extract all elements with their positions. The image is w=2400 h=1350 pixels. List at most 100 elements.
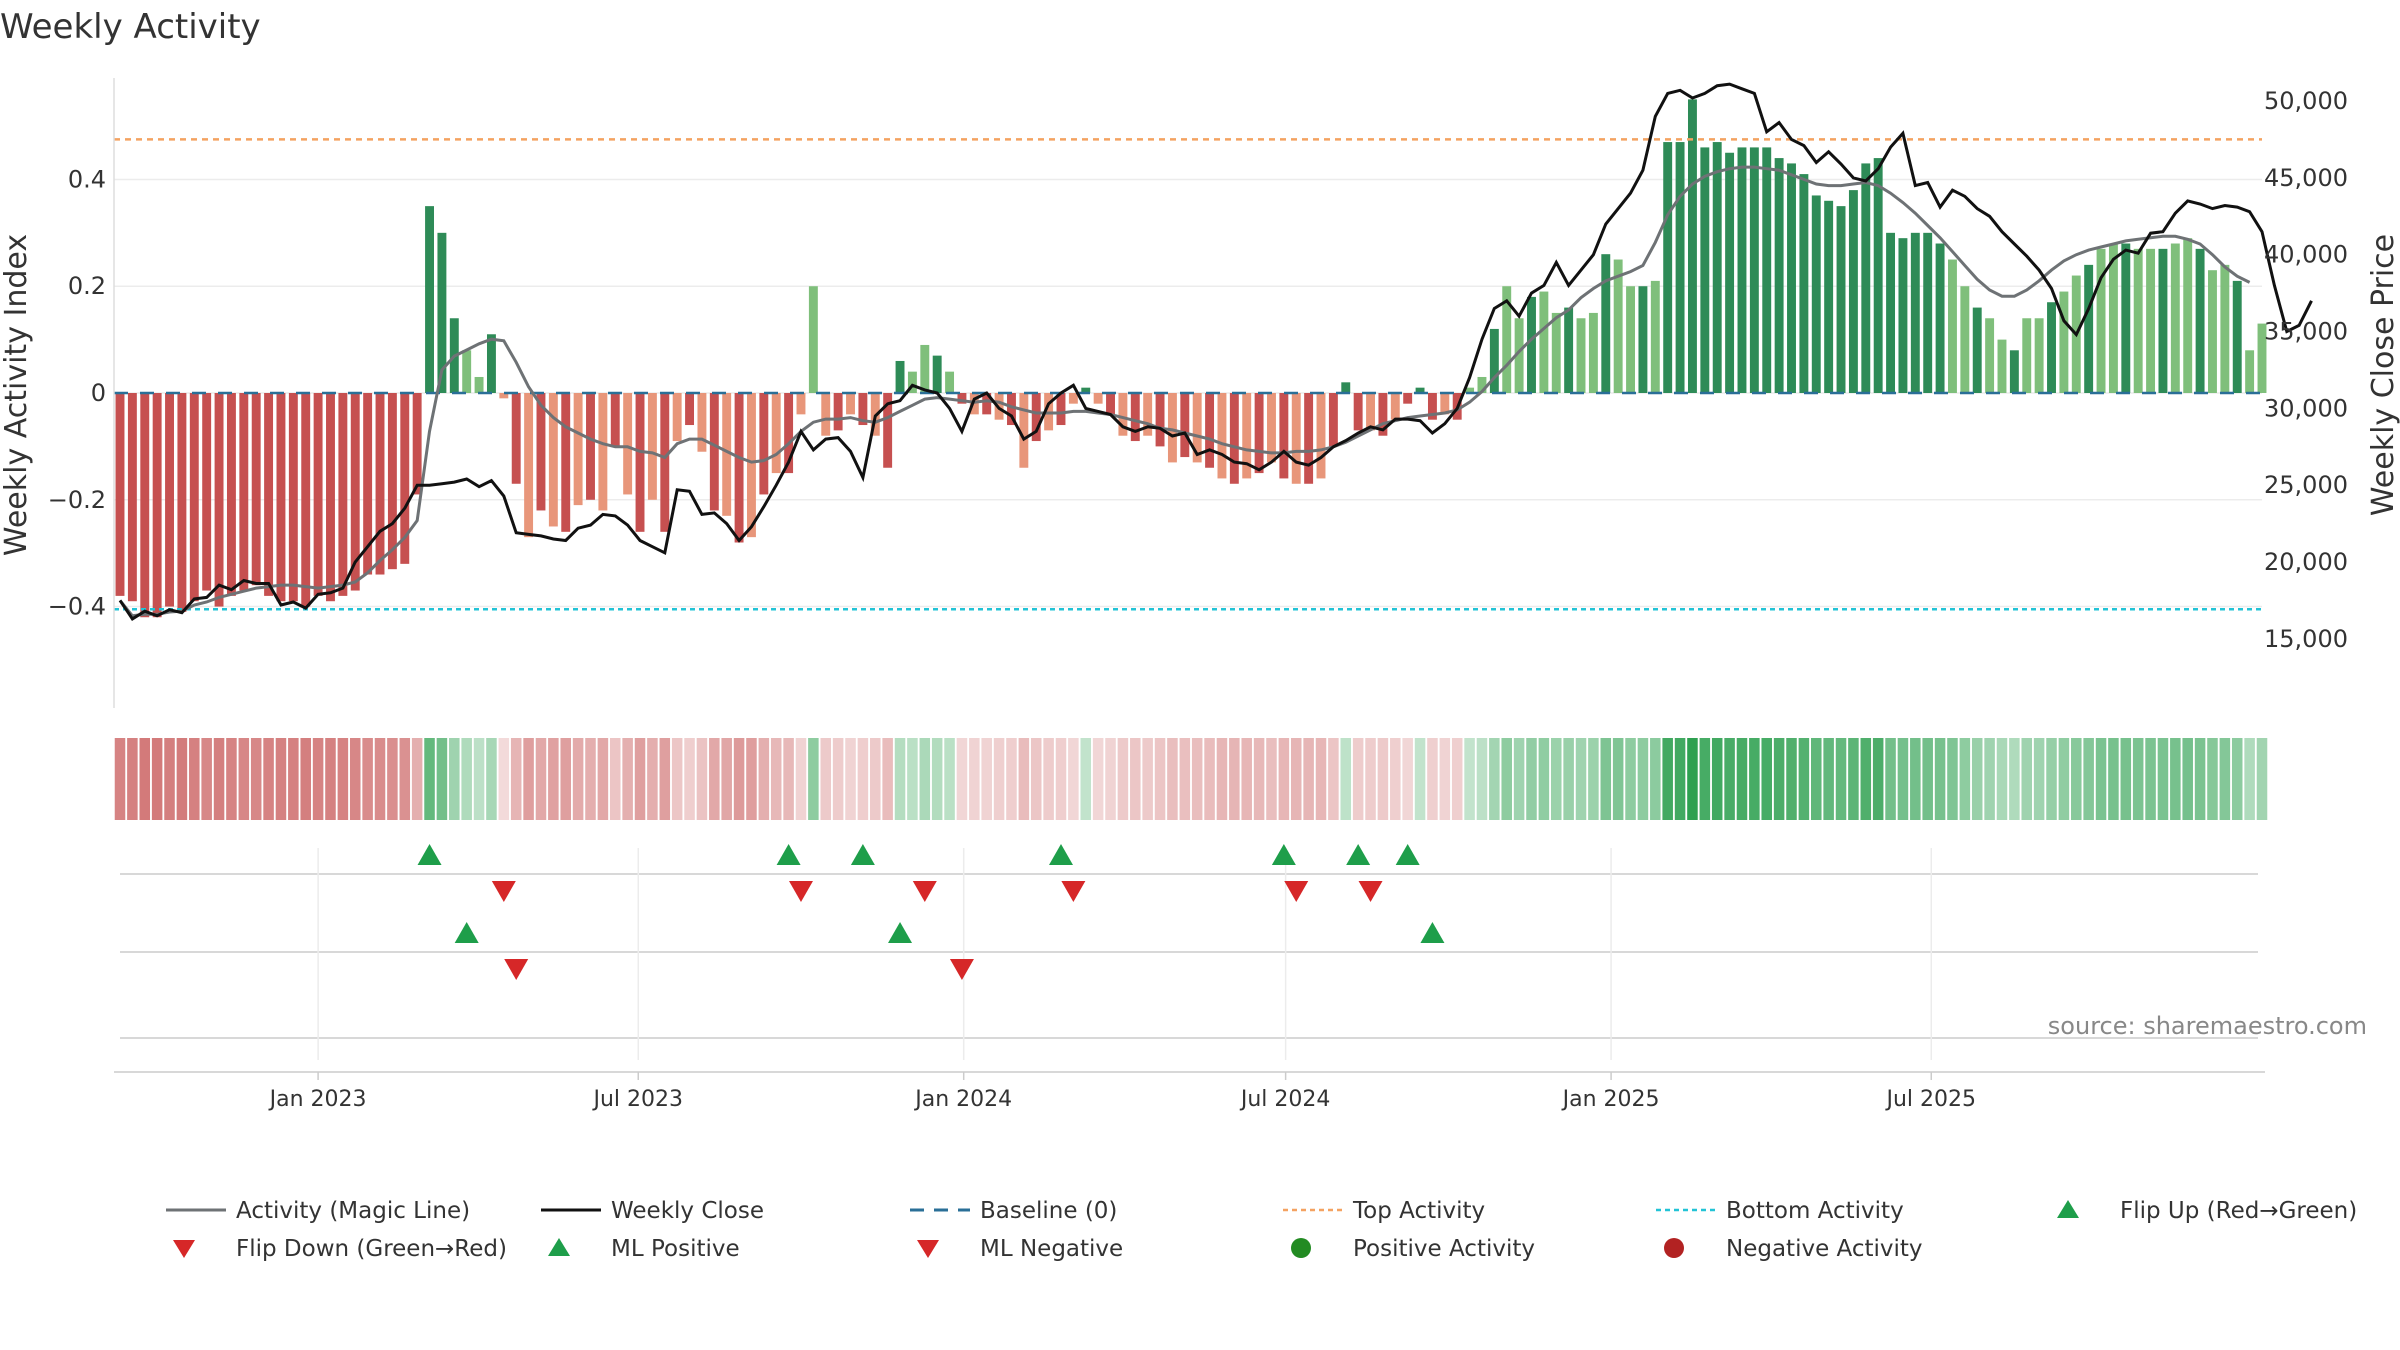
legend-item-baseline: Baseline (0) [910, 1198, 1117, 1224]
heat-strip-cell [1526, 738, 1537, 820]
activity-bar [2034, 318, 2044, 393]
heat-strip-cell [1476, 738, 1488, 820]
legend-label: Activity (Magic Line) [236, 1198, 470, 1224]
heat-strip-cell [275, 738, 287, 820]
heat-strip-cell [894, 738, 906, 820]
heat-strip-cell [1266, 738, 1277, 820]
x-tick-label: Jul 2024 [1239, 1087, 1331, 1112]
activity-bar [920, 344, 930, 393]
activity-bar [2183, 238, 2193, 393]
heat-strip-cell [1934, 738, 1946, 820]
activity-bar [1415, 387, 1425, 393]
heat-strip-cell [2009, 738, 2020, 820]
activity-bar [1378, 393, 1388, 436]
activity-bar [437, 232, 447, 393]
activity-bar [1687, 99, 1697, 394]
activity-bar [152, 393, 162, 618]
activity-bar [561, 393, 571, 532]
heat-strip-cell [1006, 738, 1017, 820]
activity-bar [2208, 270, 2217, 393]
activity-bar [2146, 248, 2156, 393]
x-tick-label: Jul 2025 [1884, 1087, 1976, 1112]
heat-strip-cell [1761, 738, 1773, 820]
heat-strip-cell [1080, 738, 1092, 820]
heat-strip-cell [1117, 738, 1129, 820]
activity-bar [1737, 147, 1747, 393]
activity-bar [2170, 243, 2180, 393]
heat-strip-cell [1674, 738, 1686, 820]
activity-bar [1514, 318, 1524, 393]
heat-strip-cell [622, 738, 633, 820]
heat-strip-cell [832, 738, 844, 820]
heat-strip-cell [1699, 738, 1711, 820]
flip-up-marker [1395, 844, 1420, 865]
activity-bars [115, 99, 2267, 618]
heat-strip-cell [498, 738, 510, 820]
reference-lines [114, 138, 2262, 611]
heat-strip-cell [1253, 738, 1265, 820]
y-left-tick-label: −0.4 [48, 593, 106, 621]
heat-strip-cell [1786, 738, 1797, 820]
activity-bar [1106, 393, 1115, 415]
heat-strip-cell [684, 738, 695, 820]
legend-swatch [548, 1238, 570, 1256]
y-left-tick-label: −0.2 [48, 486, 106, 514]
y-right-axis-label: Weekly Close Price [2366, 234, 2400, 516]
activity-bar [1985, 318, 1995, 393]
heat-strip-cell [461, 738, 472, 820]
activity-bar [1935, 243, 1945, 393]
activity-bar [1366, 393, 1375, 431]
legend-item-close: Weekly Close [541, 1198, 764, 1224]
heat-strip-cell [1835, 738, 1847, 820]
heat-strip-cell [907, 738, 918, 820]
y-right-tick-label: 20,000 [2264, 548, 2348, 576]
activity-bar [499, 393, 509, 399]
activity-bar [1972, 307, 1982, 393]
heat-strip-cell [2132, 738, 2144, 820]
heat-strip-cell [424, 738, 435, 820]
heat-strip-cell [2083, 738, 2094, 820]
heat-strip-cell [1984, 738, 1995, 820]
activity-bar [1923, 232, 1933, 393]
heat-strip-cell [2157, 738, 2169, 820]
heat-strip-cell [1030, 738, 1042, 820]
axes: 0.4 0.2 0 −0.2 −0.4 50,000 45,000 40,000 35,000 3… [48, 78, 2348, 1073]
heat-strip-cell [857, 738, 869, 820]
legend-swatch [2057, 1200, 2079, 1218]
activity-bar [264, 393, 274, 596]
heat-strip-cell [845, 738, 856, 820]
heat-strip-cell [1092, 738, 1104, 820]
activity-bar [1180, 393, 1190, 458]
activity-bar [746, 393, 756, 538]
legend-label: ML Positive [611, 1236, 740, 1262]
legend-label: Top Activity [1352, 1198, 1485, 1224]
heat-strip-cell [1650, 738, 1661, 820]
activity-bar [140, 393, 150, 618]
activity-bar [1824, 200, 1834, 393]
legend-label: Positive Activity [1353, 1236, 1535, 1262]
heat-strip-cell [1959, 738, 1971, 820]
activity-bar [1118, 393, 1128, 436]
activity-bar [1712, 142, 1722, 393]
activity-bar [1861, 163, 1871, 393]
activity-bar [1304, 393, 1314, 484]
x-tick-label: Jan 2024 [913, 1087, 1012, 1112]
heat-strip-cell [969, 738, 980, 820]
heat-strip-cell [300, 738, 311, 820]
heat-strip-cell [1563, 738, 1574, 820]
heat-strip-cell [1352, 738, 1364, 820]
flip-down-marker [788, 881, 813, 902]
activity-bar [709, 393, 719, 511]
activity-bar [957, 393, 967, 404]
activity-bar [1403, 393, 1413, 404]
activity-bar [1477, 376, 1487, 393]
heat-strip-cell [1179, 738, 1191, 820]
legend-item-mlneg: ML Negative [917, 1236, 1123, 1262]
activity-bar [363, 393, 373, 575]
heat-strip-cell [2219, 738, 2231, 820]
heat-strip-cell [1872, 738, 1884, 820]
flip-up-marker [454, 922, 479, 943]
heat-strip-cell [1216, 738, 1228, 820]
activity-bar [660, 393, 670, 532]
activity-bar [2121, 243, 2131, 393]
